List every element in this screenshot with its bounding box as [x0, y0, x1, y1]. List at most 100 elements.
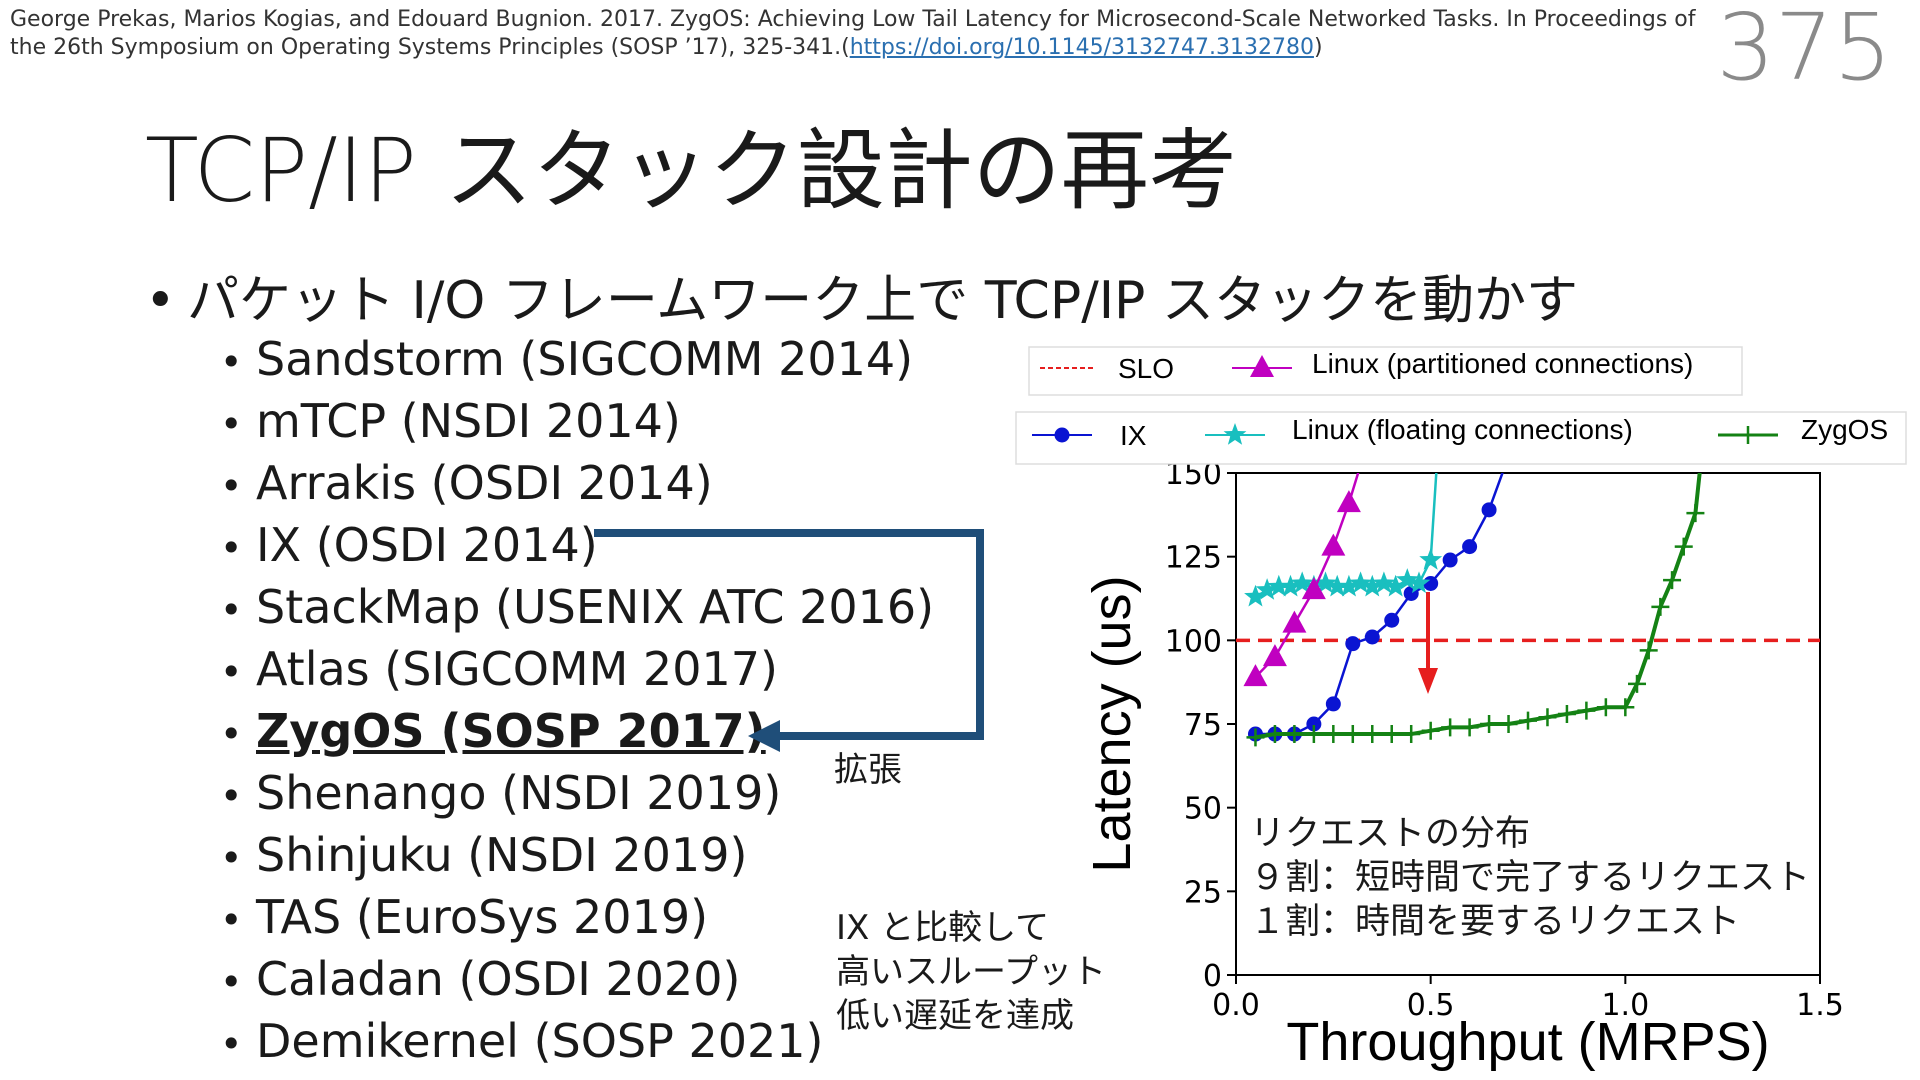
x-tick-label: 1.0: [1601, 988, 1649, 1023]
bullet-icon: •: [220, 588, 243, 632]
y-tick-label: 100: [1165, 624, 1222, 659]
system-name: Sandstorm (SIGCOMM 2014): [256, 332, 914, 386]
data-point: [1364, 629, 1380, 645]
legend-marker: [1250, 355, 1274, 377]
compare-line-2: 高いスループット: [836, 952, 1106, 992]
legend-marker: [1223, 423, 1247, 445]
system-name: Arrakis (OSDI 2014): [256, 456, 713, 510]
data-point: [1314, 571, 1337, 594]
data-point: [1402, 725, 1421, 744]
data-point: [1460, 718, 1479, 737]
system-list-item: • ZygOS (SOSP 2017): [220, 700, 934, 762]
slide-title: TCP/IP スタック設計の再考: [145, 119, 1237, 222]
data-point: [1442, 552, 1458, 568]
data-point: [1407, 571, 1431, 594]
legend-marker: [1054, 427, 1070, 443]
data-point: [1372, 571, 1396, 594]
system-name: Shenango (NSDI 2019): [256, 766, 782, 820]
data-point: [1336, 490, 1361, 513]
data-point: [1384, 612, 1400, 628]
citation: George Prekas, Marios Kogias, and Edouar…: [10, 6, 1730, 62]
series-linux-floating-connections-: [1244, 473, 1443, 607]
system-list: • Sandstorm (SIGCOMM 2014) • mTCP (NSDI 201…: [220, 328, 934, 1072]
legend-box-bottom: [1015, 411, 1907, 465]
data-point: [1262, 644, 1287, 667]
y-tick-label: 50: [1184, 792, 1222, 827]
data-point: [1321, 533, 1346, 556]
y-tick-label: 125: [1165, 541, 1222, 576]
series-zygos: [1246, 473, 1705, 747]
data-point: [1246, 728, 1265, 747]
data-point: [1343, 725, 1362, 744]
expand-arrow-line: [594, 529, 984, 740]
data-point: [1255, 578, 1279, 600]
data-point: [1663, 571, 1682, 590]
data-point: [1363, 725, 1382, 744]
chart-note-line-3: １割：時間を要するリクエスト: [1250, 902, 1741, 942]
system-list-item: • StackMap (USENIX ATC 2016): [220, 576, 934, 638]
citation-tail: ): [1313, 35, 1323, 60]
system-list-item: • TAS (EuroSys 2019): [220, 886, 934, 948]
legend-label: Linux (floating connections): [1292, 414, 1633, 445]
data-point: [1651, 597, 1670, 616]
data-point: [1349, 571, 1372, 594]
compare-note: IX と比較して 高いスループット 低い遅延を達成: [836, 906, 1106, 1038]
series-linux-partitioned-connections-: [1243, 473, 1361, 687]
data-point: [1301, 577, 1326, 600]
system-name: ZygOS (SOSP 2017): [256, 704, 766, 758]
system-list-item: • Demikernel (SOSP 2021): [220, 1010, 934, 1072]
system-name: Atlas (SIGCOMM 2017): [256, 642, 778, 696]
data-point: [1557, 704, 1576, 723]
page-number: 375: [1716, 0, 1892, 101]
bullet-icon: •: [220, 650, 243, 694]
system-list-item: • Atlas (SIGCOMM 2017): [220, 638, 934, 700]
citation-text: George Prekas, Marios Kogias, and Edouar…: [10, 7, 1696, 60]
data-point: [1686, 504, 1705, 523]
data-point: [1244, 584, 1267, 607]
data-point: [1628, 674, 1647, 693]
expand-arrow-head: [748, 720, 780, 752]
bullet-icon: •: [145, 271, 176, 331]
data-point: [1265, 725, 1284, 744]
data-point: [1325, 574, 1349, 597]
data-point: [1674, 537, 1693, 556]
bullet-icon: •: [220, 836, 243, 880]
system-name: StackMap (USENIX ATC 2016): [256, 580, 935, 634]
data-point: [1360, 574, 1384, 597]
data-point: [1519, 711, 1537, 730]
data-point: [1306, 716, 1322, 732]
bullet-icon: •: [220, 464, 243, 508]
data-point: [1419, 548, 1443, 570]
data-point: [1421, 721, 1440, 740]
data-point: [1499, 715, 1518, 733]
legend-label: Linux (partitioned connections): [1312, 348, 1693, 379]
main-bullet-text: パケット I/O フレームワーク上で TCP/IP スタックを動かす: [187, 271, 1578, 331]
data-point: [1395, 568, 1419, 590]
doi-link[interactable]: https://doi.org/10.1145/3132747.3132780: [849, 35, 1314, 60]
legend-label: SLO: [1118, 353, 1174, 384]
data-point: [1267, 574, 1291, 597]
system-list-item: • Shinjuku (NSDI 2019): [220, 824, 934, 886]
x-tick-label: 0.5: [1407, 988, 1455, 1023]
data-point: [1282, 610, 1307, 633]
bullet-icon: •: [220, 898, 243, 942]
data-point: [1538, 708, 1557, 727]
x-tick-label: 0.0: [1212, 988, 1260, 1023]
bullet-icon: •: [220, 960, 243, 1004]
expand-note: 拡張: [834, 750, 902, 790]
data-point: [1325, 696, 1341, 712]
bullet-icon: •: [220, 402, 243, 446]
chart-note-line-2: ９割：短時間で完了するリクエスト: [1250, 858, 1811, 898]
system-name: mTCP (NSDI 2014): [256, 394, 681, 448]
data-point: [1285, 725, 1304, 744]
system-list-item: • Sandstorm (SIGCOMM 2014): [220, 328, 934, 390]
system-list-item: • Caladan (OSDI 2020): [220, 948, 934, 1010]
improvement-arrow-head: [1418, 668, 1438, 694]
bullet-icon: •: [220, 712, 243, 756]
y-tick-label: 25: [1184, 875, 1222, 910]
x-axis-label: Throughput (MRPS): [1286, 1012, 1769, 1072]
data-point: [1384, 574, 1407, 597]
data-point: [1481, 502, 1497, 518]
y-tick-label: 0: [1203, 959, 1222, 994]
